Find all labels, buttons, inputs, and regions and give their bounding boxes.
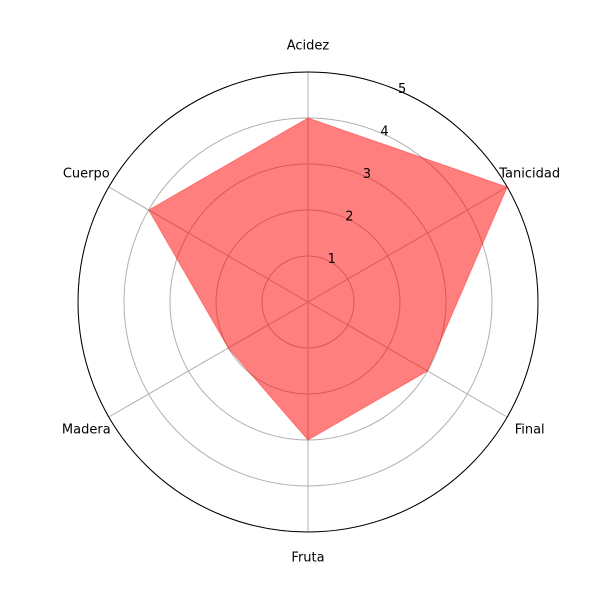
category-label: Acidez: [287, 39, 330, 54]
category-label: Cuerpo: [63, 167, 110, 182]
category-label: Fruta: [291, 551, 324, 566]
polar-frame: [77, 71, 539, 533]
category-label: Tanicidad: [498, 167, 560, 182]
label-layer: 1 2 3 4 5 Acidez Tanicidad Final Fruta Madera Cuer…: [62, 39, 560, 566]
data-layer: [148, 117, 508, 441]
r-tick-label: 4: [380, 125, 388, 140]
category-label: Final: [515, 423, 545, 438]
r-tick-label: 1: [328, 252, 336, 267]
series-area: [148, 117, 508, 441]
category-label: Madera: [62, 423, 111, 438]
r-tick-label: 5: [398, 82, 406, 97]
r-tick-label: 3: [363, 167, 371, 182]
r-tick-label: 2: [345, 210, 353, 225]
